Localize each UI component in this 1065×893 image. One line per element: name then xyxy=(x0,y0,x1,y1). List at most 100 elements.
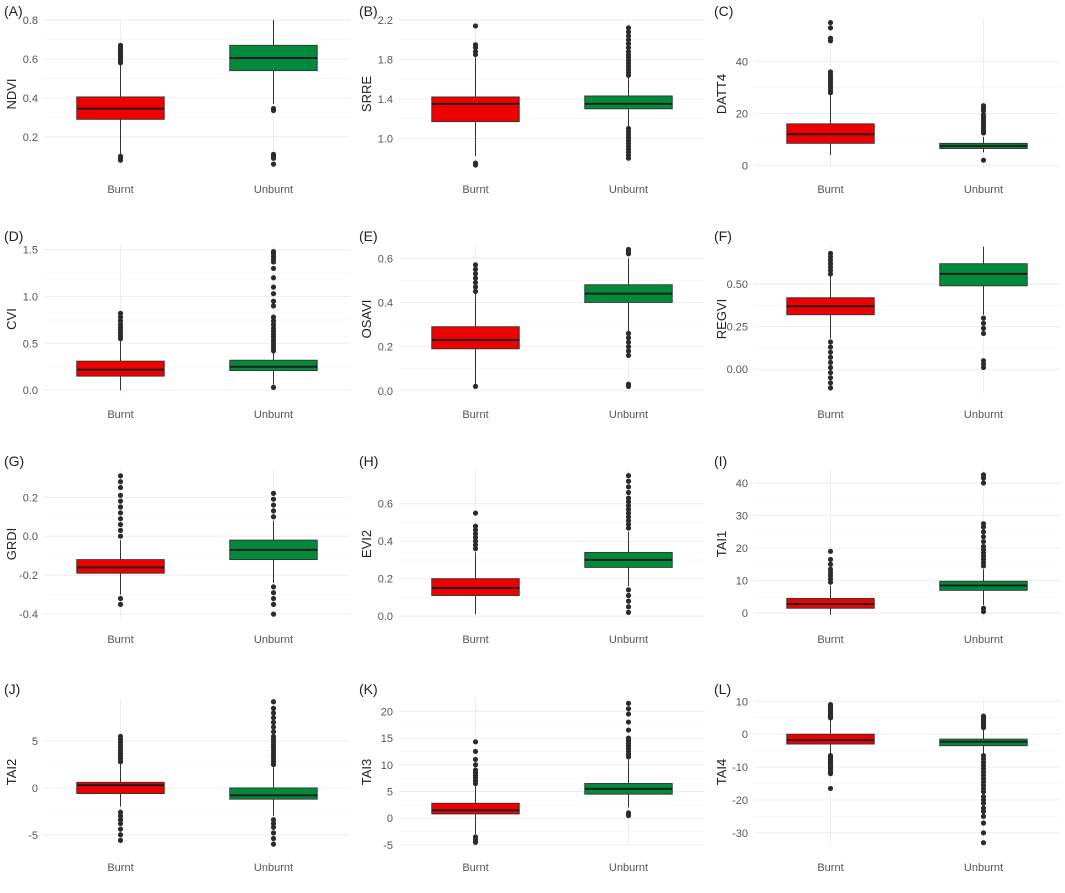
box-unburnt xyxy=(939,472,1028,615)
panel-tag: (E) xyxy=(359,228,378,244)
y-axis-label: GRDI xyxy=(4,528,19,561)
outlier-point xyxy=(117,527,124,533)
chart-panel: 0.2 0.4 0.6 0.8(A) NDVI Burnt Unburnt xyxy=(4,3,350,196)
outlier-point xyxy=(625,812,632,819)
outlier-point xyxy=(827,566,834,572)
y-tick-label: 0 xyxy=(742,160,748,172)
outlier-point xyxy=(270,715,277,721)
x-category-label: Burnt xyxy=(107,409,133,421)
chart-panel: -30 -20 -10 0 10 (L) TAI4 Burnt Unburnt xyxy=(714,681,1060,874)
box-unburnt xyxy=(584,473,673,615)
box-burnt xyxy=(76,310,165,391)
panel-tag: (L) xyxy=(714,681,731,697)
outlier-point xyxy=(117,42,124,48)
x-category-label: Unburnt xyxy=(609,409,648,421)
panel-tag: (I) xyxy=(714,453,727,469)
outlier-point xyxy=(270,275,277,281)
y-axis-label: EVI2 xyxy=(359,530,374,558)
outlier-point xyxy=(625,521,632,527)
outlier-point xyxy=(980,538,987,545)
box-body xyxy=(584,95,673,110)
outlier-point xyxy=(827,556,834,563)
outlier-point xyxy=(472,531,479,537)
outlier-point xyxy=(827,771,834,777)
panel-tag: (G) xyxy=(4,453,24,469)
chart-panel: 0 20 40 (C) DATT4 Burnt Unburnt xyxy=(714,3,1060,196)
box-unburnt xyxy=(584,246,673,389)
x-category-label: Unburnt xyxy=(964,634,1003,646)
outlier-point xyxy=(980,808,987,815)
outlier-point xyxy=(625,335,632,341)
outlier-point xyxy=(625,41,632,47)
outlier-point xyxy=(625,495,632,501)
outlier-point xyxy=(472,510,479,516)
outlier-point xyxy=(472,271,479,277)
panel-tag: (B) xyxy=(359,3,378,19)
outlier-point xyxy=(270,496,277,502)
outlier-point xyxy=(472,523,479,529)
y-tick-label: 0.0 xyxy=(378,611,393,623)
y-tick-label: -30 xyxy=(732,828,748,840)
panel-tag: (J) xyxy=(4,681,20,697)
x-category-label: Burnt xyxy=(107,634,133,646)
y-axis-label: CVI xyxy=(4,308,19,330)
y-tick-label: 1.0 xyxy=(23,292,38,304)
x-category-label: Unburnt xyxy=(254,862,293,874)
outlier-point xyxy=(827,561,834,567)
x-category-label: Burnt xyxy=(107,184,133,196)
outlier-point xyxy=(117,813,124,819)
x-category-label: Unburnt xyxy=(964,409,1003,421)
outlier-point xyxy=(625,700,632,706)
outlier-point xyxy=(625,29,632,35)
x-category-label: Burnt xyxy=(462,862,488,874)
outlier-point xyxy=(270,291,277,297)
outlier-point xyxy=(625,48,632,55)
outlier-point xyxy=(270,705,277,711)
outlier-point xyxy=(980,800,987,806)
outlier-point xyxy=(980,472,987,478)
x-category-label: Burnt xyxy=(462,184,488,196)
y-tick-label: 10 xyxy=(736,696,748,708)
y-tick-label: 0.4 xyxy=(378,536,393,548)
x-category-label: Burnt xyxy=(817,409,843,421)
y-tick-label: 0.2 xyxy=(378,574,393,586)
outlier-point xyxy=(117,826,124,832)
y-tick-label: 0.00 xyxy=(727,364,748,376)
panel-tag: (A) xyxy=(4,3,23,19)
outlier-point xyxy=(270,699,277,705)
outlier-point xyxy=(625,45,632,51)
outlier-point xyxy=(270,325,277,331)
outlier-point xyxy=(625,478,632,484)
box-burnt xyxy=(431,262,520,389)
outlier-point xyxy=(472,42,479,48)
outlier-point xyxy=(472,762,479,768)
outlier-point xyxy=(270,820,277,827)
outlier-point xyxy=(827,369,834,376)
outlier-point xyxy=(625,344,632,350)
chart-panel: 0.0 0.2 0.4 0.6(E) OSAVI Burnt Unburnt xyxy=(359,228,705,421)
outlier-point xyxy=(472,546,479,552)
box-unburnt xyxy=(939,103,1028,163)
y-tick-label: 1.0 xyxy=(378,133,393,145)
y-tick-label: 20 xyxy=(381,706,393,718)
box-unburnt xyxy=(229,20,318,167)
y-axis-label: TAI1 xyxy=(714,531,729,558)
outlier-point xyxy=(625,33,632,39)
box-body xyxy=(229,359,318,371)
outlier-point xyxy=(625,510,632,516)
y-tick-label: 15 xyxy=(381,733,393,745)
chart-panel: 0.0 0.2 0.4 0.6 (H) EVI2 Burnt Unburnt xyxy=(359,453,705,646)
y-tick-label: 40 xyxy=(736,57,748,69)
outlier-point xyxy=(625,339,632,345)
outlier-point xyxy=(117,832,124,838)
outlier-point xyxy=(270,590,277,596)
y-tick-label: 2.2 xyxy=(378,15,393,27)
outlier-point xyxy=(625,719,632,725)
y-tick-label: 10 xyxy=(381,760,393,772)
y-tick-label: -0.2 xyxy=(19,570,38,582)
outlier-point xyxy=(472,739,479,745)
outlier-point xyxy=(827,35,834,41)
box-burnt xyxy=(76,473,165,607)
box-unburnt xyxy=(939,246,1028,371)
y-tick-label: 0 xyxy=(387,813,393,825)
